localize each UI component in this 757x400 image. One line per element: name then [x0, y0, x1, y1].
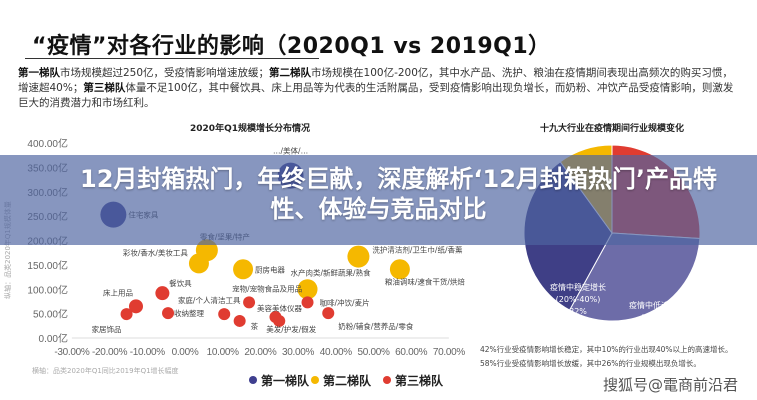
- data-point-label: 家庭/个人清洁工具: [178, 295, 241, 305]
- data-point: [301, 296, 314, 309]
- pie-slice-label: 32%: [569, 307, 587, 316]
- y-tick-label: 100.00亿: [27, 283, 68, 296]
- headline-text[interactable]: 12月封箱热门，年终巨献，深度解析‘12月封箱热门’产品特 性、体验与竞品对比: [0, 164, 757, 224]
- data-point: [273, 314, 286, 327]
- data-point: [188, 253, 209, 274]
- y-tick-label: 0.00亿: [39, 332, 68, 345]
- legend-marker: [311, 376, 319, 384]
- data-point-label: 彩妆/香水/美妆工具: [123, 247, 189, 257]
- tier3-text: 体量不足100亿，其中餐饮具、床上用品等为代表的生活附属品，受到疫情影响出现负增…: [18, 82, 734, 109]
- summary-paragraph: 第一梯队市场规模超过250亿，受疫情影响增速放缓；第二梯队市场规模在100亿-2…: [18, 66, 743, 111]
- data-point: [218, 308, 231, 321]
- legend-label: 第二梯队: [323, 373, 372, 388]
- data-point-label: 咖啡/冲饮/麦片: [320, 297, 370, 307]
- pie-slice-label: (20%-40%): [556, 295, 601, 304]
- headline-line-1: 12月封箱热门，年终巨献，深度解析‘12月封箱热门’产品特: [80, 165, 718, 193]
- legend-label: 第一梯队: [261, 373, 310, 388]
- x-tick-label: -30.00%: [54, 347, 90, 358]
- data-point-label: 床上用品: [103, 287, 133, 297]
- x-tick-label: 40.00%: [320, 347, 353, 358]
- legend-label: 第三梯队: [395, 373, 444, 388]
- pie-slice-label: (20%内): [641, 312, 673, 322]
- headline-banner: [0, 155, 757, 245]
- x-tick-label: -20.00%: [92, 347, 128, 358]
- data-point: [233, 314, 246, 327]
- data-point: [155, 286, 170, 301]
- data-point: [389, 259, 410, 280]
- x-tick-label: 50.00%: [357, 347, 390, 358]
- data-point-label: 水产肉类/新鲜蔬果/熟食: [291, 267, 372, 277]
- tier2-label: 第二梯队: [269, 67, 312, 79]
- x-tick-label: 20.00%: [244, 347, 277, 358]
- data-point-label: 餐饮具: [169, 278, 192, 288]
- data-point: [120, 308, 133, 321]
- x-tick-label: 60.00%: [395, 347, 428, 358]
- pie-note-2: 58%行业受疫情影响增长放缓，其中26%的行业规模出现负增长。: [480, 359, 701, 368]
- data-point: [162, 307, 175, 320]
- tier1-text: 市场规模超过250亿，受疫情影响增速放缓；: [60, 67, 270, 79]
- data-point-label: …/美体/…: [273, 146, 308, 156]
- y-tick-label: 400.00亿: [27, 137, 68, 150]
- pie-note-1: 42%行业受疫情影响增长稳定，其中10%的行业出现40%以上的高速增长。: [480, 345, 733, 354]
- data-point: [243, 296, 256, 309]
- x-axis-title: 横轴：品类2020年Q1同比2019年Q1增长幅度: [32, 366, 179, 375]
- data-point-label: 美容美体仪器: [257, 303, 302, 313]
- legend-marker: [383, 376, 391, 384]
- x-tick-label: -10.00%: [130, 347, 166, 358]
- data-point: [128, 299, 143, 314]
- x-tick-label: 30.00%: [282, 347, 315, 358]
- pie-slice-label: 疫情中稳定增长: [550, 282, 606, 292]
- y-tick-label: 150.00亿: [27, 259, 68, 272]
- data-point-label: 收纳整理: [174, 308, 204, 318]
- data-point-label: 家居饰品: [92, 324, 122, 334]
- x-tick-label: 70.00%: [433, 347, 466, 358]
- y-axis-title: 纵轴：品类2020年Q1规模体量: [3, 201, 12, 299]
- watermark: 搜狐号@電商前沿君: [603, 376, 739, 394]
- page-title: “疫情”对各行业的影响（2020Q1 vs 2019Q1）: [32, 34, 551, 59]
- title-underline: [25, 58, 319, 59]
- pie-slice-label: 32%: [648, 325, 666, 334]
- pie-title: 十九大行业在疫情期间行业规模变化: [540, 122, 684, 134]
- data-point-label: 美发/护发/假发: [266, 324, 317, 334]
- headline-line-2: 性、体验与竞品对比: [270, 195, 487, 223]
- tier3-label: 第三梯队: [83, 82, 126, 94]
- data-point: [233, 259, 254, 280]
- pie-slice-label: 疫情中低速增长: [629, 300, 685, 310]
- data-point-label: 厨房电器: [255, 264, 285, 274]
- data-point-label: 粮油调味/速食干货/烘焙: [385, 276, 466, 286]
- scatter-title: 2020年Q1规模增长分布情况: [190, 122, 310, 134]
- pie-slice: [568, 232, 701, 322]
- x-tick-label: 0.00%: [172, 347, 199, 358]
- data-point: [322, 307, 335, 320]
- x-tick-label: 10.00%: [207, 347, 240, 358]
- y-tick-label: 50.00亿: [33, 308, 68, 321]
- tier1-label: 第一梯队: [18, 67, 60, 79]
- data-point: [347, 245, 370, 268]
- legend-marker: [249, 376, 257, 384]
- tier2-text: 市场规模在100亿-200亿，其中水产品、洗护、粮油在疫情期间表现出高频次的购买…: [18, 67, 733, 94]
- data-point-label: 洗护清洁剂/卫生巾/纸/香薰: [372, 245, 463, 255]
- data-point-label: 茶: [251, 321, 259, 331]
- data-point-label: 奶粉/辅食/营养品/零食: [338, 321, 414, 331]
- data-point: [297, 279, 318, 300]
- data-point-label: 宠物/宠物食品及用品: [232, 283, 302, 293]
